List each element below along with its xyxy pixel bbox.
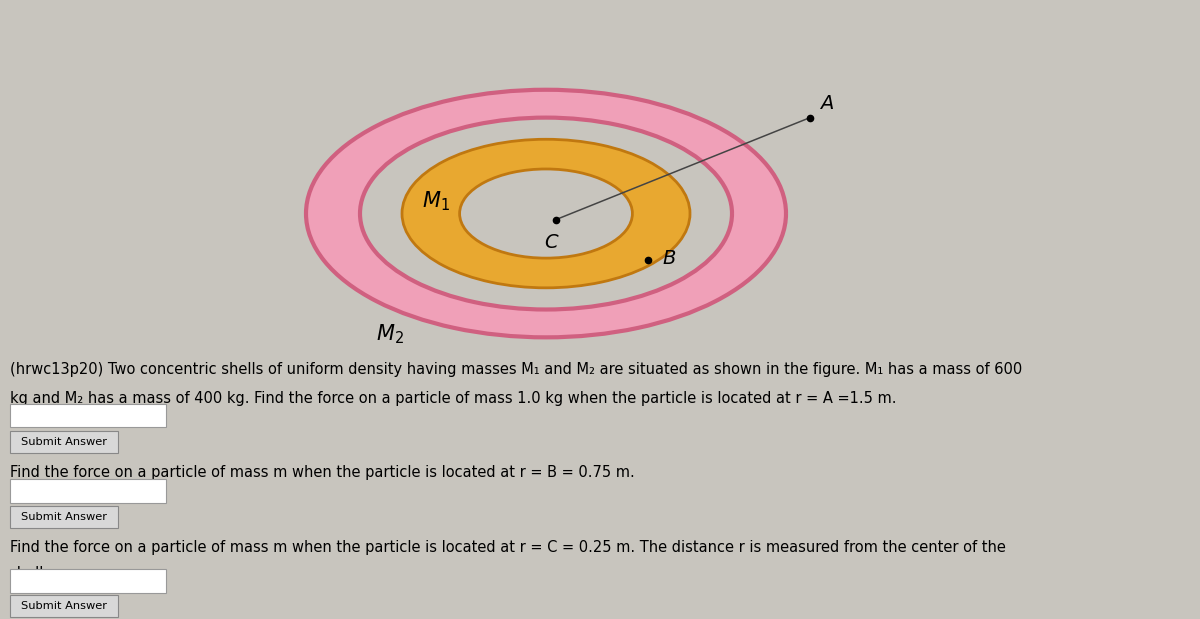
Text: shells.: shells. — [10, 566, 56, 581]
FancyBboxPatch shape — [10, 479, 166, 503]
Text: Find the force on a particle of mass m when the particle is located at r = B = 0: Find the force on a particle of mass m w… — [10, 465, 635, 480]
Text: Submit Answer: Submit Answer — [20, 601, 107, 612]
Text: kg and M₂ has a mass of 400 kg. Find the force on a particle of mass 1.0 kg when: kg and M₂ has a mass of 400 kg. Find the… — [10, 391, 896, 406]
FancyBboxPatch shape — [10, 404, 166, 427]
Text: $M_1$: $M_1$ — [421, 189, 450, 213]
Text: Submit Answer: Submit Answer — [20, 437, 107, 448]
FancyBboxPatch shape — [10, 595, 118, 617]
Text: C: C — [544, 233, 558, 253]
Text: Submit Answer: Submit Answer — [20, 512, 107, 522]
FancyBboxPatch shape — [10, 431, 118, 453]
FancyBboxPatch shape — [10, 569, 166, 593]
FancyBboxPatch shape — [10, 506, 118, 528]
Text: $M_2$: $M_2$ — [376, 322, 404, 346]
Text: (hrwc13p20) Two concentric shells of uniform density having masses M₁ and M₂ are: (hrwc13p20) Two concentric shells of uni… — [10, 362, 1022, 377]
Text: B: B — [662, 249, 676, 268]
Text: Find the force on a particle of mass m when the particle is located at r = C = 0: Find the force on a particle of mass m w… — [10, 540, 1006, 555]
Text: A: A — [820, 93, 833, 113]
